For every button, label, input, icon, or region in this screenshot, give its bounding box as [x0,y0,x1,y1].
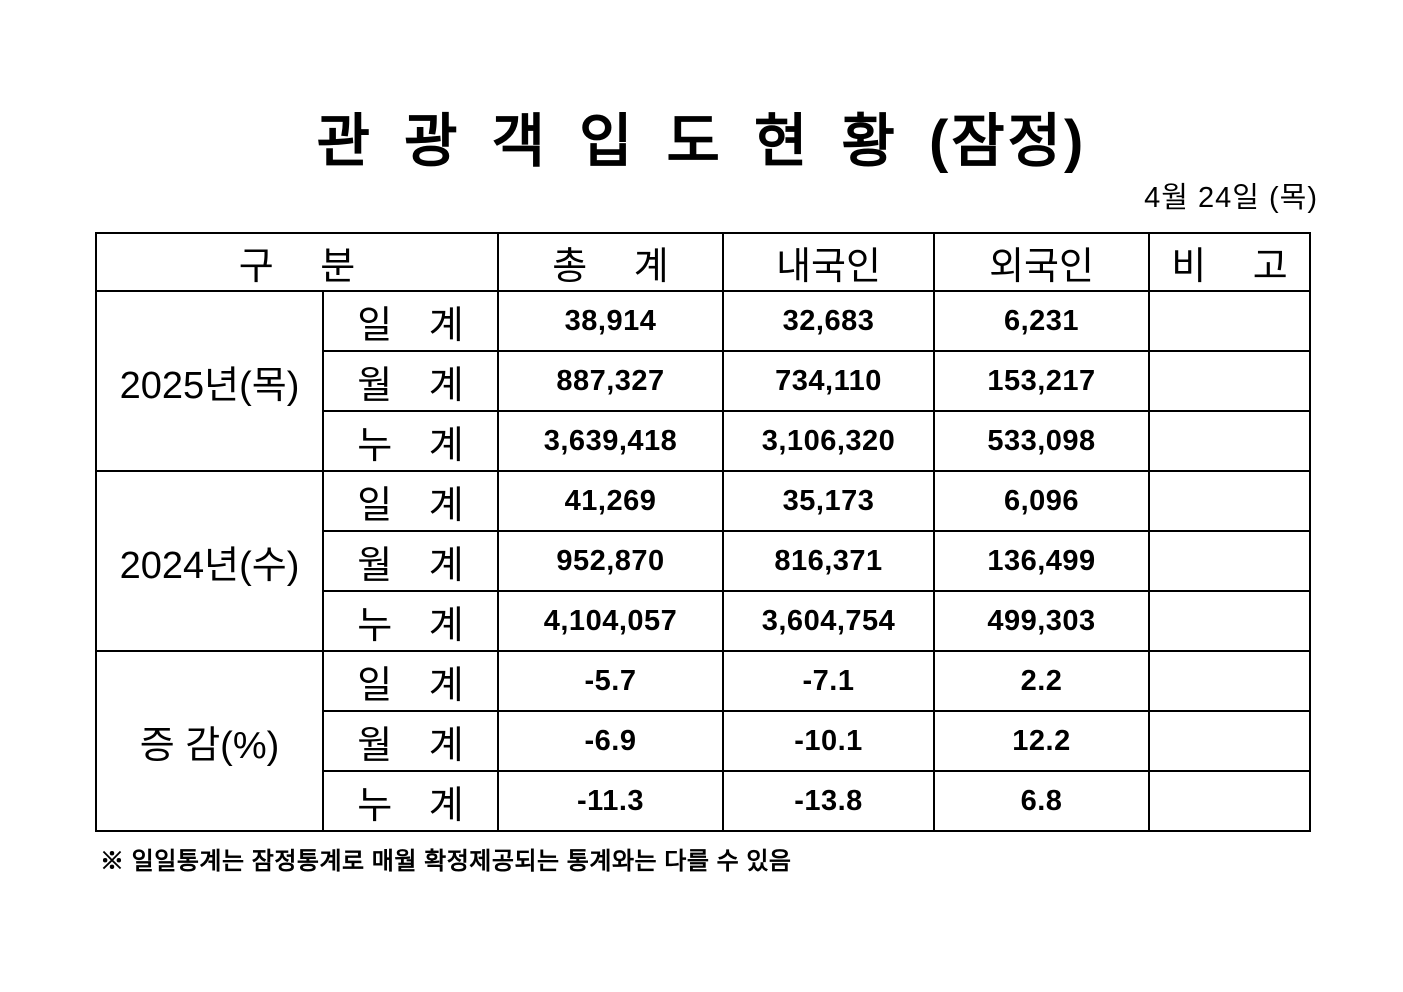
cell-domestic: 3,604,754 [722,590,936,652]
cell-note [1148,710,1312,772]
cell-foreign: 12.2 [933,710,1151,772]
cell-total: 4,104,057 [497,590,725,652]
cell-note [1148,350,1312,412]
cell-note [1148,410,1312,472]
table-row: 월 계 952,870 816,371 136,499 [96,530,1312,592]
header-remarks: 비 고 [1148,232,1312,292]
cell-note [1148,290,1312,352]
cell-foreign: 136,499 [933,530,1151,592]
table-row: 누 계 3,639,418 3,106,320 533,098 [96,410,1312,472]
header-domestic: 내국인 [722,232,936,292]
table-row: 2025년(목) 일 계 38,914 32,683 6,231 [95,290,1312,472]
cell-foreign: 2.2 [933,650,1151,712]
cell-note [1148,590,1312,652]
cell-domestic: 35,173 [722,470,936,532]
cell-domestic: 816,371 [722,530,936,592]
table-header-row: 구 분 총 계 내국인 외국인 비 고 [94,232,1312,292]
cell-total: 38,914 [497,290,725,352]
report-date: 4월 24일 (목) [1144,182,1318,214]
group-label-change: 증 감(%) [95,650,324,832]
footnote: ※ 일일통계는 잠정통계로 매월 확정제공되는 통계와는 다를 수 있음 [100,848,792,875]
cell-note [1148,530,1312,592]
cell-domestic: 734,110 [722,350,936,412]
cell-total: 41,269 [497,470,725,532]
cell-foreign: 533,098 [933,410,1151,472]
header-foreign: 외국인 [933,232,1151,292]
group-label-2024: 2024년(수) [95,470,324,652]
cell-foreign: 6.8 [933,770,1151,832]
table-row: 누 계 4,104,057 3,604,754 499,303 [96,590,1312,652]
cell-total: 887,327 [497,350,725,412]
row-label-cumulative: 누 계 [321,410,500,472]
cell-foreign: 6,231 [933,290,1151,352]
cell-foreign: 6,096 [933,470,1151,532]
table-row: 월 계 887,327 734,110 153,217 [96,350,1312,412]
row-label-daily: 일 계 [321,470,500,532]
cell-note [1148,650,1312,712]
cell-domestic: -13.8 [722,770,936,832]
row-label-monthly: 월 계 [321,710,500,772]
cell-total: 3,639,418 [497,410,725,472]
cell-foreign: 499,303 [933,590,1151,652]
cell-domestic: 32,683 [722,290,936,352]
cell-total: 952,870 [497,530,725,592]
table-row: 누 계 -11.3 -13.8 6.8 [96,770,1312,832]
row-label-monthly: 월 계 [321,530,500,592]
row-label-cumulative: 누 계 [321,590,500,652]
row-label-daily: 일 계 [321,650,500,712]
header-category: 구 분 [94,232,500,292]
table-row: 2024년(수) 일 계 41,269 35,173 6,096 [95,470,1312,652]
cell-domestic: -10.1 [722,710,936,772]
cell-note [1148,770,1312,832]
table-row: 월 계 -6.9 -10.1 12.2 [96,710,1312,772]
row-label-daily: 일 계 [321,290,500,352]
statistics-table: 구 분 총 계 내국인 외국인 비 고 2025년(목) 일 계 38,914 … [94,232,1312,832]
table-row: 증 감(%) 일 계 -5.7 -7.1 2.2 [95,650,1312,832]
cell-domestic: -7.1 [722,650,936,712]
row-label-cumulative: 누 계 [321,770,500,832]
group-label-2025: 2025년(목) [95,290,324,472]
cell-total: -6.9 [497,710,725,772]
header-total: 총 계 [497,232,725,292]
cell-total: -11.3 [497,770,725,832]
cell-foreign: 153,217 [933,350,1151,412]
cell-note [1148,470,1312,532]
document-title: 관 광 객 입 도 현 황 (잠정) [316,109,1087,174]
row-label-monthly: 월 계 [321,350,500,412]
cell-domestic: 3,106,320 [722,410,936,472]
cell-total: -5.7 [497,650,725,712]
